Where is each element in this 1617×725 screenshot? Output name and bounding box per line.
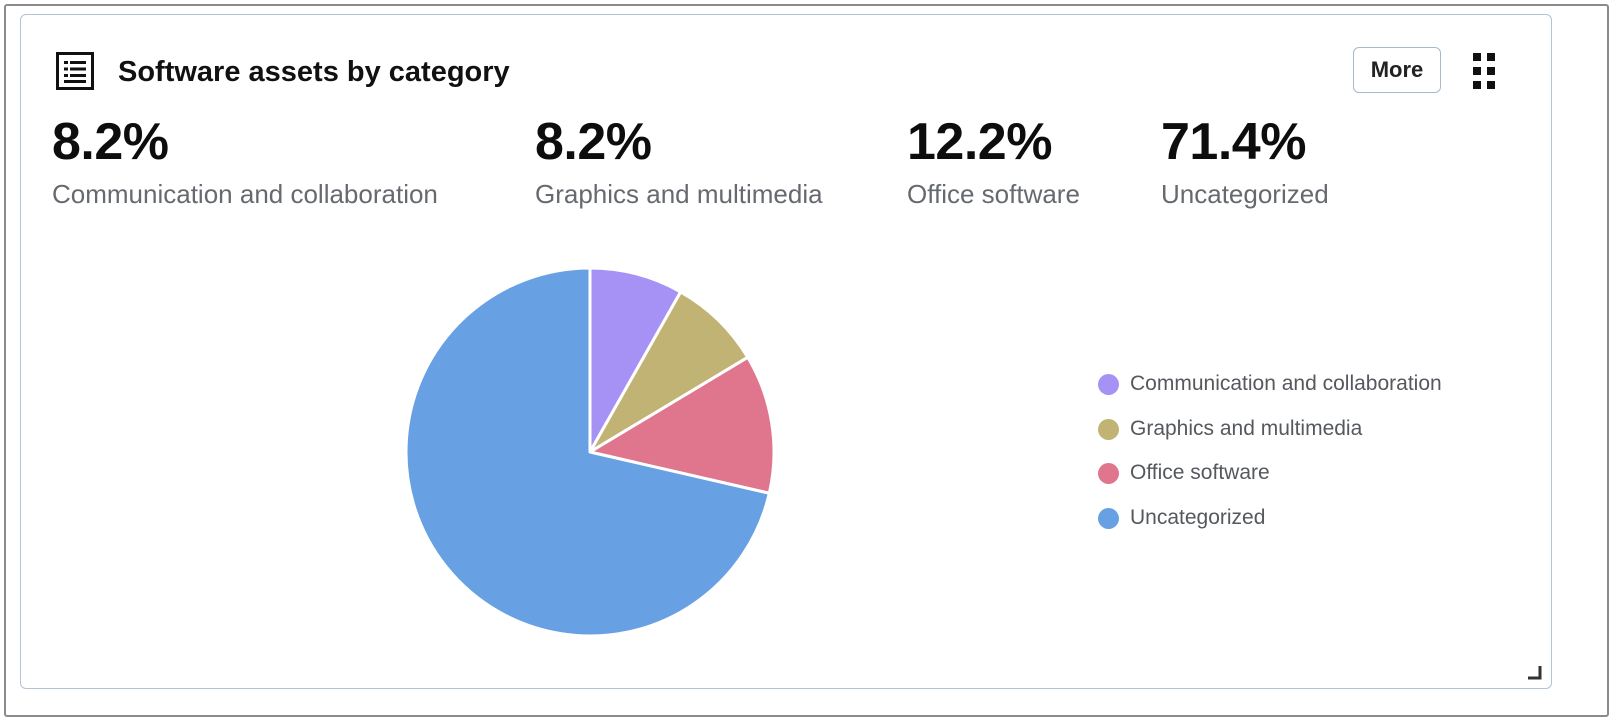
legend-swatch	[1098, 374, 1119, 395]
legend-label: Graphics and multimedia	[1130, 416, 1363, 440]
stat-value: 8.2%	[52, 113, 169, 171]
stat-office: 12.2% Office software	[907, 110, 1080, 211]
stat-value: 8.2%	[535, 113, 652, 171]
widget-title: Software assets by category	[118, 56, 510, 88]
stat-communication: 8.2% Communication and collaboration	[52, 110, 438, 211]
stat-label: Office software	[907, 179, 1080, 209]
legend-item-office[interactable]: Office software	[1098, 457, 1442, 502]
widget-card	[20, 14, 1552, 689]
stat-label: Communication and collaboration	[52, 179, 438, 209]
chart-legend: Communication and collaboration Graphics…	[1098, 368, 1442, 546]
drag-handle-icon[interactable]	[1473, 53, 1495, 89]
legend-item-graphics[interactable]: Graphics and multimedia	[1098, 413, 1442, 458]
more-button[interactable]: More	[1353, 47, 1441, 93]
pie-slice-office-software[interactable]	[588, 355, 776, 495]
stat-graphics: 8.2% Graphics and multimedia	[535, 110, 823, 211]
legend-swatch	[1098, 463, 1119, 484]
stat-label: Uncategorized	[1161, 179, 1329, 209]
stat-value: 12.2%	[907, 113, 1052, 171]
list-icon	[56, 52, 94, 90]
stat-label: Graphics and multimedia	[535, 179, 823, 209]
pie-slice-uncategorized[interactable]	[404, 266, 771, 638]
legend-item-communication[interactable]: Communication and collaboration	[1098, 368, 1442, 413]
legend-swatch	[1098, 418, 1119, 440]
legend-label: Communication and collaboration	[1130, 372, 1442, 395]
pie-slice-graphics-and-multimedia[interactable]	[588, 290, 750, 454]
legend-swatch	[1098, 507, 1119, 529]
pie-chart	[404, 266, 776, 638]
pie-slice-communication-and-collaboration[interactable]	[588, 266, 683, 454]
resize-corner-icon[interactable]	[1526, 664, 1542, 680]
legend-item-uncategorized[interactable]: Uncategorized	[1098, 502, 1442, 547]
legend-label: Uncategorized	[1130, 505, 1266, 529]
stat-uncategorized: 71.4% Uncategorized	[1161, 110, 1329, 211]
stat-value: 71.4%	[1161, 113, 1306, 171]
legend-label: Office software	[1130, 461, 1270, 484]
